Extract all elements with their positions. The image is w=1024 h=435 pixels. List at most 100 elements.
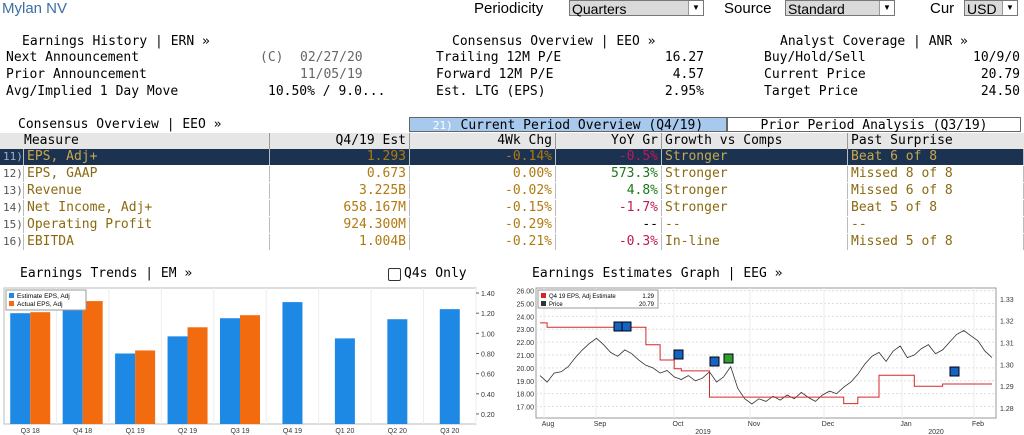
currency-dropdown[interactable]: USD ▼ (964, 0, 1018, 17)
table-row[interactable]: 13) Revenue 3.225B -0.02% 4.8% Stronger Missed… (0, 183, 1024, 199)
currency-value: USD (967, 1, 997, 17)
chart-legend (537, 289, 659, 309)
earnings-history-title[interactable]: Earnings History | ERN » (22, 34, 210, 49)
earnings-graph-title[interactable]: Earnings Estimates Graph | EEG » (532, 266, 783, 281)
table-row[interactable]: 16) EBITDA 1.004B -0.21% -0.3% In-line Missed … (0, 234, 1024, 250)
bar-estimate (282, 302, 303, 424)
one-day-move-label: Avg/Implied 1 Day Move (6, 84, 179, 99)
row-yoy-growth: -0.3% (556, 234, 662, 250)
event-marker-icon (949, 366, 960, 377)
chevron-down-icon[interactable]: ▼ (1002, 1, 1017, 15)
row-index: 11) (0, 149, 24, 165)
ltg-value: 2.95% (664, 84, 704, 99)
row-index: 14) (0, 200, 24, 216)
column-header-yoy[interactable]: YoY Gr (556, 133, 662, 149)
source-dropdown[interactable]: Standard ▼ (785, 0, 895, 17)
q4s-only-checkbox[interactable] (388, 268, 401, 281)
consensus-overview-title[interactable]: Consensus Overview | EEO » (452, 34, 656, 49)
right-y-tick-label: 1.33 (1000, 297, 1014, 304)
legend-value: 1.29 (642, 294, 654, 300)
row-past-surprise: Beat 6 of 8 (848, 149, 1024, 165)
earnings-estimates-chart: 17.00 18.00 19.00 20.00 21.00 22.00 23.00 24.00… (516, 287, 1014, 435)
forward-pe-value: 4.57 (672, 67, 704, 82)
row-measure: Operating Profit (24, 217, 270, 233)
consensus-table-title[interactable]: Consensus Overview | EEO » (18, 117, 222, 132)
event-marker-icon (673, 349, 684, 360)
left-y-tick-label: 25.00 (516, 301, 534, 308)
row-4wk-change: -0.14% (410, 149, 556, 165)
row-index: 16) (0, 234, 24, 250)
table-row[interactable]: 12) EPS, GAAP 0.673 0.00% 573.3% Stronger Miss… (0, 166, 1024, 182)
row-estimate: 1.293 (270, 149, 410, 165)
row-measure: EBITDA (24, 234, 270, 250)
buy-hold-sell-value: 10/9/0 (973, 50, 1020, 65)
target-price-value: 24.50 (980, 84, 1020, 99)
tab-prior-period[interactable]: Prior Period Analysis (Q3/19) (727, 117, 1021, 133)
q4s-only-label[interactable]: Q4s Only (404, 266, 467, 281)
column-header-4wk-chg[interactable]: 4Wk Chg (410, 133, 556, 149)
row-estimate: 658.167M (270, 200, 410, 216)
chevron-down-icon[interactable]: ▼ (688, 1, 703, 15)
x-year-label: 2020 (928, 429, 944, 435)
row-estimate: 1.004B (270, 234, 410, 250)
currency-label: Cur (930, 0, 955, 17)
x-tick-label: Q3 18 (21, 428, 40, 435)
x-tick-label: Feb (972, 421, 984, 428)
table-row[interactable]: 14) Net Income, Adj+ 658.167M -0.15% -1.7% St… (0, 200, 1024, 216)
bar-estimate (62, 297, 83, 424)
chart-legend (5, 289, 87, 311)
tab-current-period[interactable]: 21) Current Period Overview (Q4/19) (409, 117, 727, 133)
row-growth-vs-comps: Stronger (662, 166, 848, 182)
next-announcement-value: 02/27/20 (300, 50, 363, 65)
x-tick-label: Sep (594, 421, 607, 428)
x-year-label: 2019 (695, 429, 711, 435)
row-yoy-growth: 4.8% (556, 183, 662, 199)
company-name[interactable]: Mylan NV (2, 0, 68, 17)
source-label: Source (724, 0, 772, 17)
row-yoy-growth: -- (556, 217, 662, 233)
left-y-tick-label: 21.00 (516, 353, 534, 360)
analyst-coverage-title[interactable]: Analyst Coverage | ANR » (780, 34, 968, 49)
table-row[interactable]: 15) Operating Profit 924.300M -0.29% -- -- -- (0, 217, 1024, 233)
legend-swatch (9, 293, 14, 298)
bar-actual (30, 312, 51, 424)
tab-current-period-number: 21) (432, 119, 453, 132)
left-y-tick-label: 26.00 (516, 289, 534, 296)
column-header-surprise[interactable]: Past Surprise (848, 133, 1024, 149)
left-y-tick-label: 20.00 (516, 366, 534, 373)
left-y-tick-label: 23.00 (516, 327, 534, 334)
row-yoy-growth: 573.3% (556, 166, 662, 182)
chevron-down-icon[interactable]: ▼ (879, 1, 894, 15)
row-growth-vs-comps: Stronger (662, 183, 848, 199)
x-tick-label: Q1 19 (126, 428, 145, 435)
row-past-surprise: Beat 5 of 8 (848, 200, 1024, 216)
bar-estimate (439, 309, 460, 424)
bar-estimate (220, 318, 240, 424)
row-index: 15) (0, 217, 24, 233)
left-y-tick-label: 18.00 (516, 392, 534, 399)
table-row[interactable]: 11) EPS, Adj+ 1.293 -0.14% -0.5% Stronger Beat… (0, 149, 1024, 165)
earnings-trends-title[interactable]: Earnings Trends | EM » (20, 266, 193, 281)
row-measure: EPS, Adj+ (24, 149, 270, 165)
bar-actual (240, 315, 260, 424)
right-y-tick-label: 1.32 (1000, 319, 1014, 326)
target-price-label: Target Price (764, 84, 858, 99)
current-price-label: Current Price (764, 67, 866, 82)
column-header-est[interactable]: Q4/19 Est (270, 133, 410, 149)
right-y-tick-label: 1.28 (1000, 406, 1014, 413)
x-tick-label: Jan (900, 421, 911, 428)
bar-estimate (167, 336, 188, 424)
row-4wk-change: -0.21% (410, 234, 556, 250)
row-past-surprise: Missed 6 of 8 (848, 183, 1024, 199)
column-header-measure[interactable]: Measure (0, 133, 270, 149)
x-tick-label: Q3 19 (230, 428, 249, 435)
legend-value: 20.79 (639, 302, 655, 308)
left-y-tick-label: 19.00 (516, 379, 534, 386)
periodicity-label: Periodicity (474, 0, 544, 17)
periodicity-dropdown[interactable]: Quarters ▼ (569, 0, 704, 17)
legend-swatch (541, 301, 546, 306)
column-header-growth[interactable]: Growth vs Comps (662, 133, 848, 149)
row-4wk-change: -0.29% (410, 217, 556, 233)
row-index: 12) (0, 166, 24, 182)
right-y-tick-label: 1.30 (1000, 362, 1014, 369)
